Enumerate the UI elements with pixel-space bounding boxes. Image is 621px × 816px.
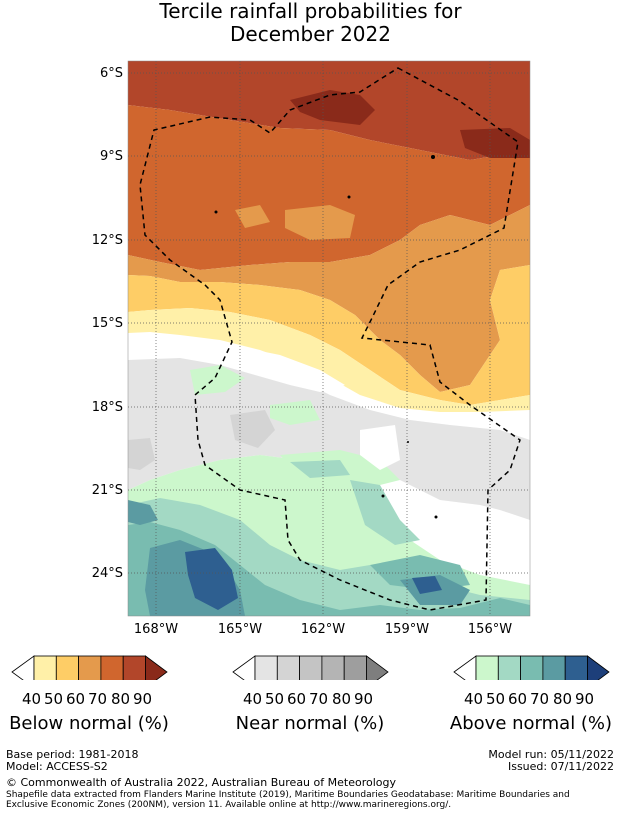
colorbar-tick: 50 — [486, 690, 506, 708]
island-dot — [381, 494, 385, 498]
map-frame — [127, 60, 531, 617]
colorbar-above-swatch — [520, 655, 544, 680]
colorbar-near-swatch — [299, 655, 323, 680]
colorbar-above-low-arrow — [453, 655, 477, 680]
above-80-patch-east — [412, 576, 442, 594]
below-90-patch — [290, 90, 375, 125]
below-60-patch-2 — [235, 205, 270, 228]
colorbar-tick: 90 — [133, 690, 153, 708]
graticule — [128, 61, 530, 616]
colorbar-below-high-arrow — [145, 655, 168, 680]
below-70-patch — [170, 160, 200, 195]
lon-label: 162°W — [300, 622, 346, 637]
lat-label: 9°S — [99, 149, 123, 164]
island-dot — [434, 515, 438, 519]
above-50-patch — [290, 460, 350, 478]
no-signal-gap-east — [360, 425, 400, 470]
near-40-band — [128, 350, 530, 520]
lon-label: 159°W — [384, 622, 430, 637]
colorbar-below-swatch — [55, 655, 79, 680]
above-70-patch — [128, 500, 158, 525]
colorbar-below-swatch — [122, 655, 146, 680]
lon-label: 165°W — [217, 622, 263, 637]
colorbar-below-label: Below normal (%) — [9, 713, 169, 734]
above-80-patch — [185, 548, 238, 610]
colorbar-tick: 90 — [575, 690, 595, 708]
colorbar-tick: 70 — [530, 690, 550, 708]
colorbar-tick: 80 — [553, 690, 573, 708]
below-40-band — [128, 308, 530, 412]
colorbar-above-swatch — [475, 655, 499, 680]
colorbar-tick: 40 — [243, 690, 263, 708]
near-50-patch — [230, 410, 275, 448]
colorbar-tick: 80 — [332, 690, 352, 708]
colorbar-near-swatch — [321, 655, 345, 680]
island-dot — [347, 195, 351, 199]
island-dot — [214, 210, 218, 214]
map-title-line1: Tercile rainfall probabilities for — [159, 0, 462, 23]
island-dot — [407, 441, 409, 443]
colorbar-near-swatch — [276, 655, 300, 680]
issued-date: Issued: 07/11/2022 — [507, 760, 614, 773]
lat-label: 21°S — [91, 483, 123, 498]
near-50-patch-2 — [128, 438, 155, 470]
colorbar-tick: 40 — [464, 690, 484, 708]
model-run: Model run: 05/11/2022 — [488, 748, 614, 761]
colorbar-near-label: Near normal (%) — [235, 713, 385, 734]
colorbar-near — [232, 655, 389, 680]
colorbar-below-low-arrow — [11, 655, 35, 680]
below-60-patch-west — [285, 205, 355, 240]
colorbar-below — [11, 655, 168, 680]
lat-label: 15°S — [91, 316, 123, 331]
colorbar-above-swatch — [564, 655, 588, 680]
colorbar-tick: 60 — [508, 690, 528, 708]
lat-label: 18°S — [91, 400, 123, 415]
rainfall-map — [11, 60, 610, 680]
colorbar-tick: 60 — [287, 690, 307, 708]
map-title-line2: December 2022 — [230, 22, 391, 46]
lon-label: 156°W — [467, 622, 513, 637]
colorbar-above-label: Above normal (%) — [449, 713, 613, 734]
model-name: Model: ACCESS-S2 — [6, 760, 108, 773]
above-50-patch-east — [350, 480, 420, 545]
colorbar-tick: 40 — [22, 690, 42, 708]
lat-label: 6°S — [99, 66, 123, 81]
colorbar-above-swatch — [497, 655, 521, 680]
colorbar-above-swatch — [542, 655, 566, 680]
colorbar-near-swatch — [254, 655, 278, 680]
colorbar-near-high-arrow — [366, 655, 389, 680]
colorbar-tick: 50 — [44, 690, 64, 708]
no-signal-gap — [128, 336, 345, 392]
colorbar-tick: 70 — [309, 690, 329, 708]
colorbar-tick: 80 — [111, 690, 131, 708]
colorbar-near-low-arrow — [232, 655, 256, 680]
below-90-patch-east — [460, 128, 530, 158]
below-70-band — [128, 105, 530, 270]
shapefile-credit-1: Shapefile data extracted from Flanders M… — [6, 790, 570, 800]
eez-boundary — [139, 67, 521, 611]
above-40-patch-mid — [270, 400, 320, 425]
colorbar-below-swatch — [33, 655, 57, 680]
island-dot — [431, 155, 435, 159]
base-period: Base period: 1981-2018 — [6, 748, 139, 761]
colorbar-tick: 90 — [354, 690, 374, 708]
colorbar-near-swatch — [343, 655, 367, 680]
colorbar-tick: 50 — [265, 690, 285, 708]
lat-label: 12°S — [91, 233, 123, 248]
shapefile-credit-2: Exclusive Economic Zones (200NM), versio… — [6, 800, 452, 810]
below-50-band — [128, 265, 530, 405]
copyright: © Commonwealth of Australia 2022, Austra… — [6, 776, 396, 789]
colorbar-tick: 70 — [88, 690, 108, 708]
colorbar-below-swatch — [100, 655, 124, 680]
colorbar-below-swatch — [78, 655, 102, 680]
lon-label: 168°W — [133, 622, 179, 637]
colorbar-tick: 60 — [66, 690, 86, 708]
colorbar-above-high-arrow — [587, 655, 610, 680]
lat-label: 24°S — [91, 566, 123, 581]
colorbar-above — [453, 655, 610, 680]
